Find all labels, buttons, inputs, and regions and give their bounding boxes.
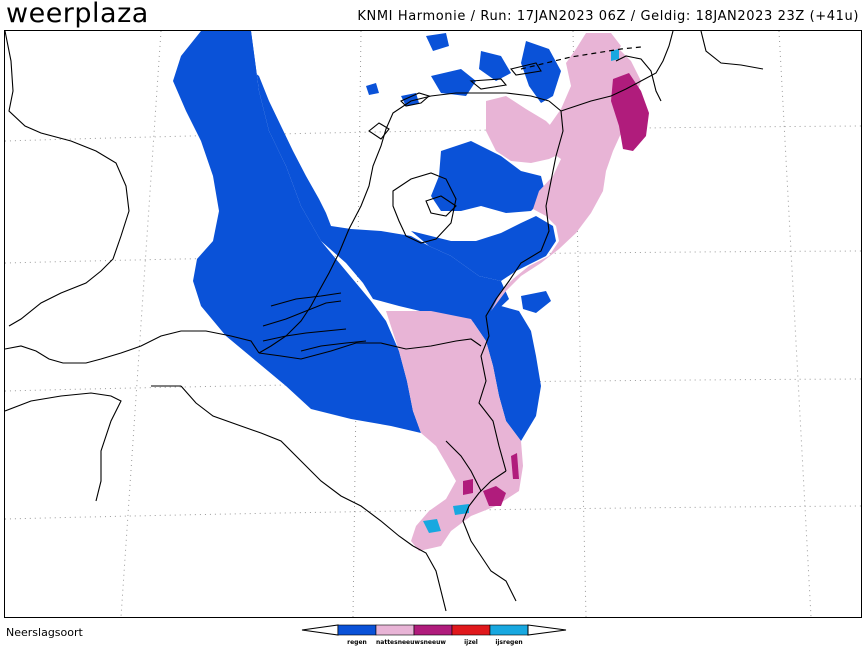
brand-logo-light: weer [6, 0, 75, 29]
legend-arrow-right [527, 624, 567, 636]
run-info: KNMI Harmonie / Run: 17JAN2023 06Z / Gel… [357, 9, 859, 24]
legend: regen nattesneeuw sneeuw ijzel ijsregen [300, 624, 568, 650]
legend-swatch-nattesneeuw [375, 624, 415, 636]
legend-label-regen: regen [347, 639, 367, 646]
header: weerplaza KNMI Harmonie / Run: 17JAN2023… [0, 0, 867, 30]
legend-swatch-ijzel [451, 624, 491, 636]
precipitation-type-map [4, 30, 862, 618]
legend-swatch-regen [337, 624, 377, 636]
precip-regen-area [173, 31, 561, 441]
legend-label-ijsregen: ijsregen [495, 639, 523, 646]
precip-sneeuw-area [463, 73, 649, 506]
brand-logo-strong: plaza [74, 0, 149, 29]
legend-title: Neerslagsoort [6, 626, 83, 639]
legend-label-ijzel: ijzel [464, 639, 478, 646]
precip-ijsregen-area [423, 49, 619, 533]
graticule [5, 31, 861, 617]
legend-label-nattesneeuw: nattesneeuw [376, 639, 420, 646]
legend-swatch-sneeuw [413, 624, 453, 636]
coastlines-borders [5, 31, 764, 612]
legend-labels: regen nattesneeuw sneeuw ijzel ijsregen [338, 639, 528, 649]
legend-label-sneeuw: sneeuw [420, 639, 446, 646]
maritime-boundary [520, 46, 642, 70]
legend-arrow-left [301, 624, 339, 636]
brand-logo: weerplaza [6, 0, 149, 29]
legend-swatch-ijsregen [489, 624, 529, 636]
